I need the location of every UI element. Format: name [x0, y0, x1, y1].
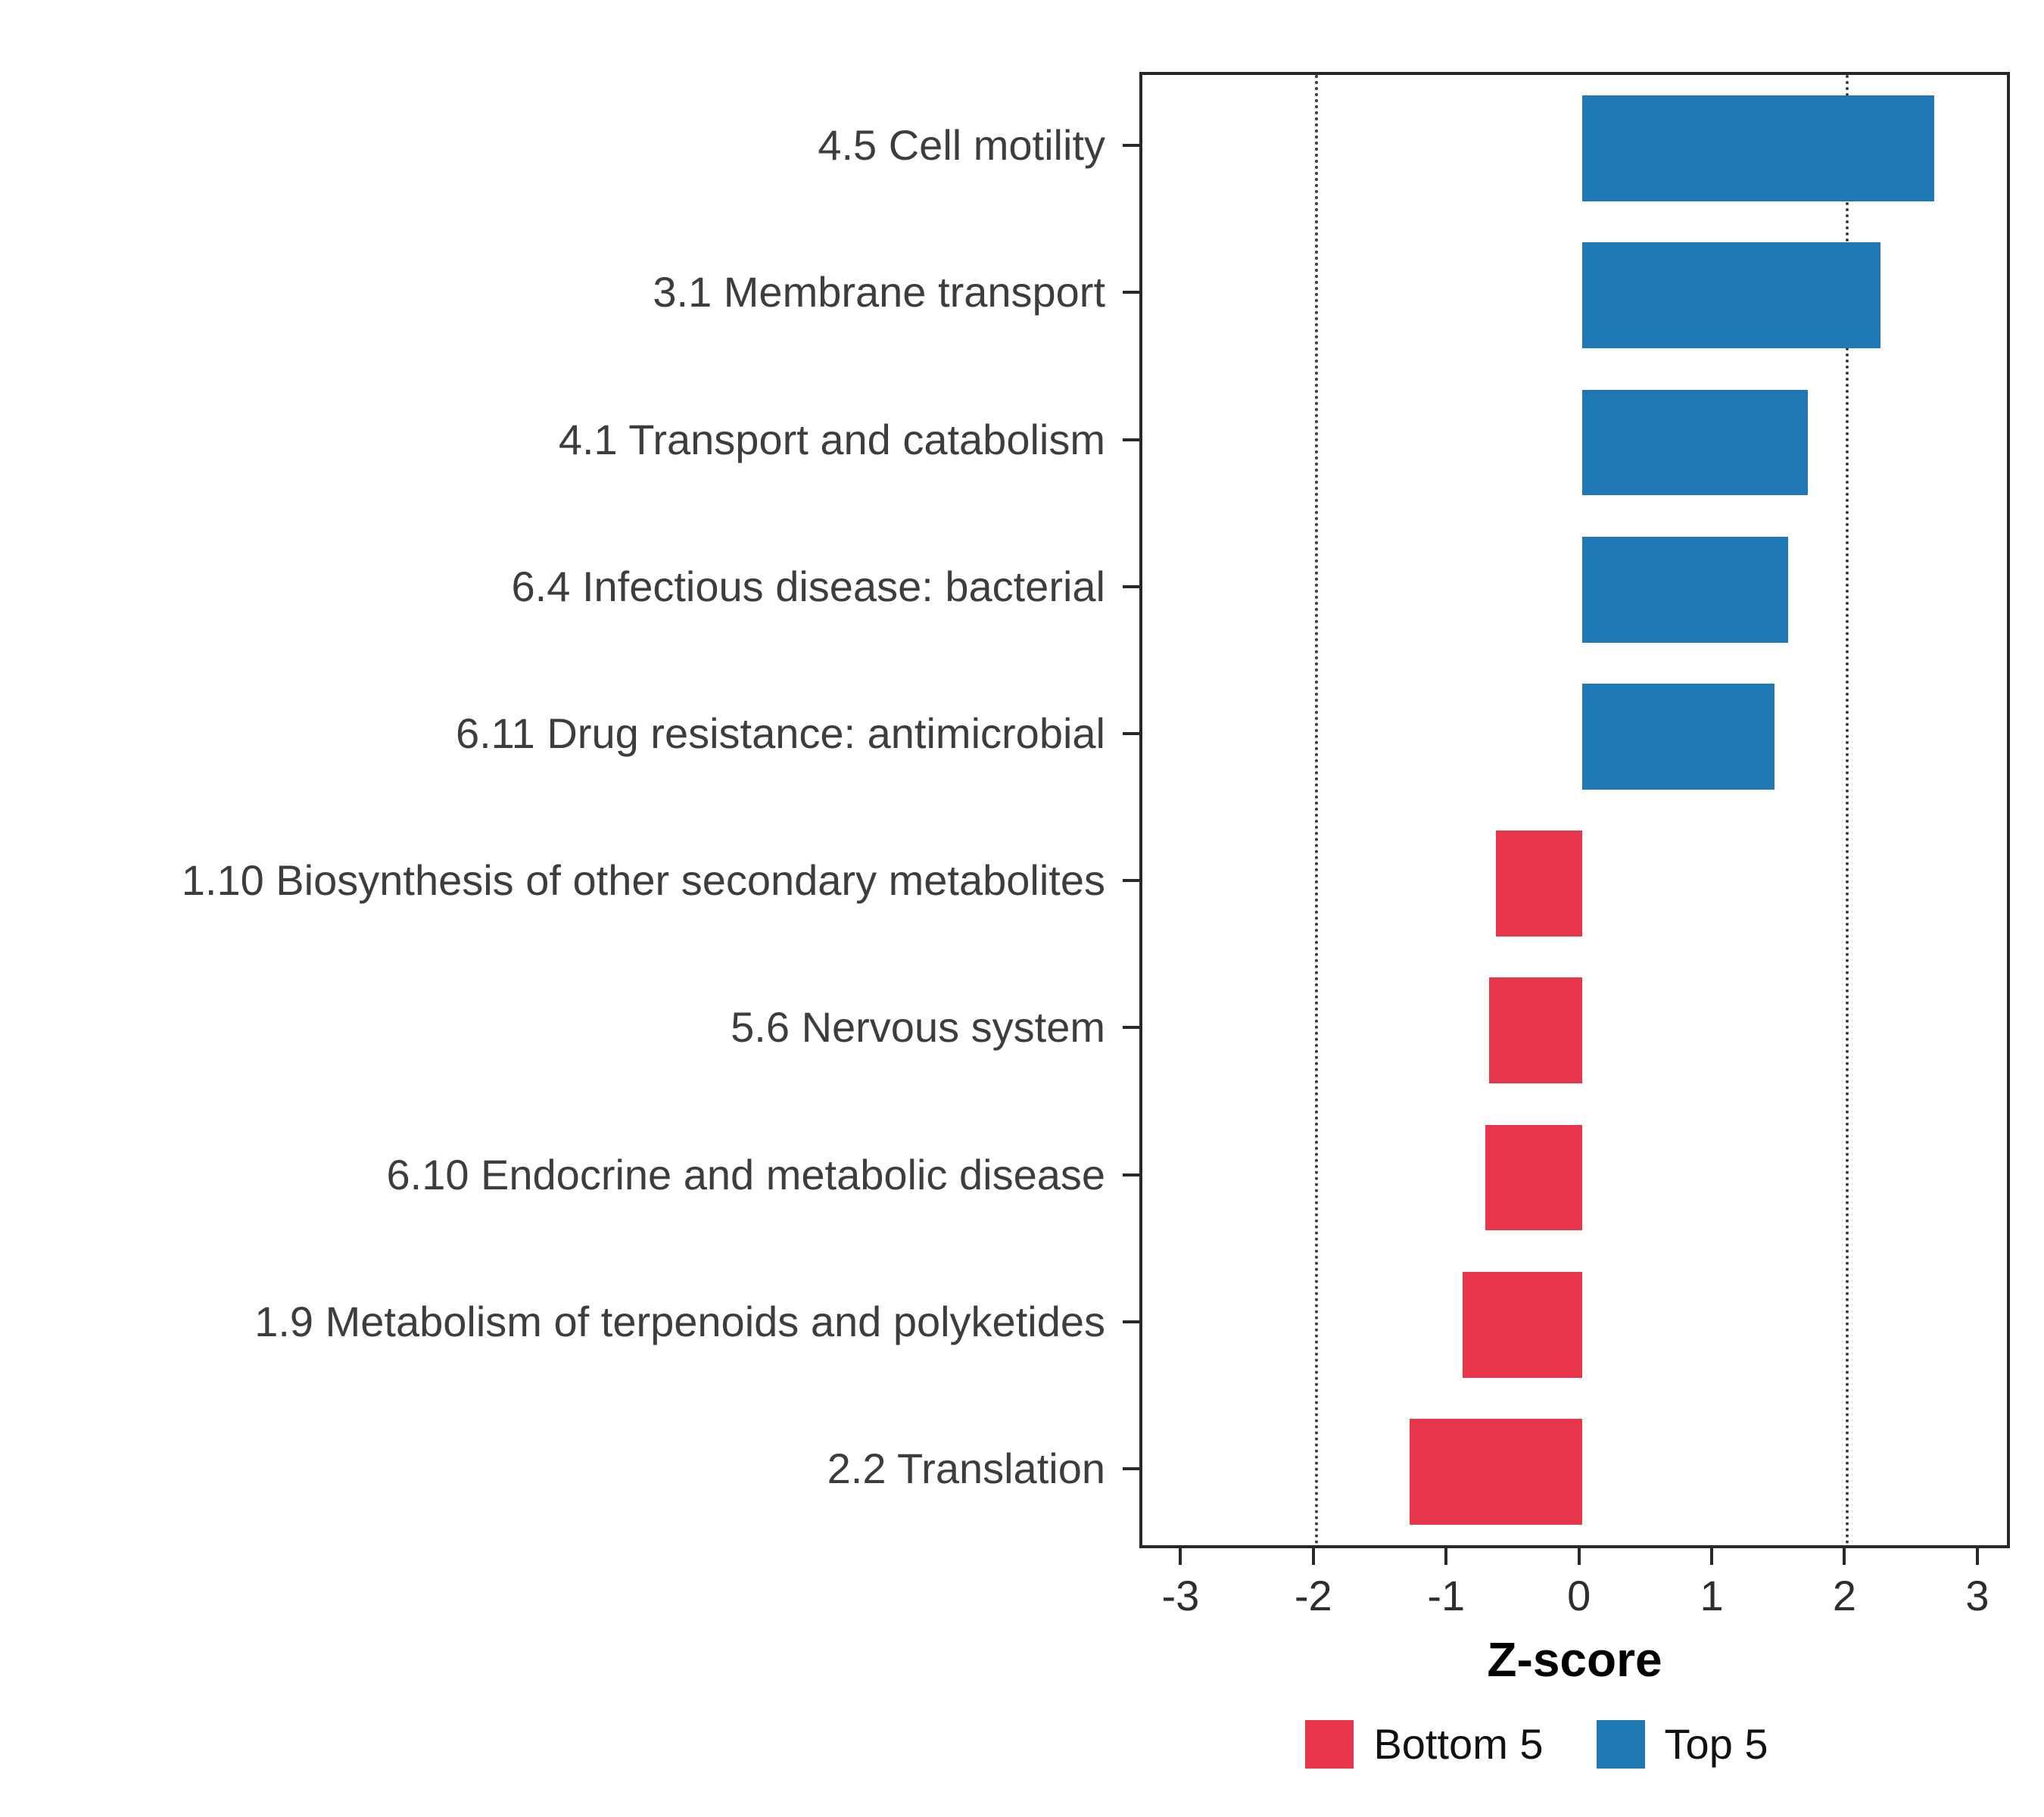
- x-tick-mark: [1311, 1548, 1315, 1565]
- y-tick-mark: [1123, 1026, 1139, 1030]
- y-tick-mark: [1123, 438, 1139, 441]
- y-tick-mark: [1123, 584, 1139, 588]
- legend-swatch-top5-icon: [1596, 1720, 1645, 1769]
- x-axis-label: -3: [1161, 1572, 1200, 1619]
- bar: [1409, 1418, 1582, 1525]
- plot-panel: [1139, 72, 2010, 1548]
- y-axis-label: 1.10 Biosynthesis of other secondary met…: [181, 856, 1105, 905]
- y-axis-label: 1.9 Metabolism of terpenoids and polyket…: [254, 1297, 1105, 1345]
- y-axis-label: 6.4 Infectious disease: bacterial: [511, 562, 1105, 610]
- y-tick-mark: [1123, 731, 1139, 735]
- y-axis-ticks: [1123, 72, 1139, 1548]
- legend-item-bottom5: Bottom 5: [1305, 1720, 1544, 1769]
- legend-label-top5: Top 5: [1664, 1720, 1768, 1768]
- x-tick-mark: [1710, 1548, 1714, 1565]
- bar: [1581, 242, 1881, 349]
- bar: [1581, 683, 1774, 790]
- x-axis-title: Z-score: [1487, 1632, 1662, 1687]
- reference-line: [1314, 75, 1318, 1545]
- y-axis-label: 2.2 Translation: [827, 1444, 1105, 1492]
- x-axis-label: 0: [1567, 1572, 1591, 1619]
- y-axis-label: 6.10 Endocrine and metabolic disease: [386, 1150, 1105, 1198]
- y-axis-label: 5.6 Nervous system: [731, 1003, 1105, 1052]
- y-tick-mark: [1123, 1320, 1139, 1323]
- bar: [1581, 389, 1808, 496]
- y-tick-mark: [1123, 1466, 1139, 1470]
- y-tick-mark: [1123, 879, 1139, 883]
- x-tick-mark: [1179, 1548, 1182, 1565]
- legend-label-bottom5: Bottom 5: [1373, 1720, 1544, 1768]
- x-tick-mark: [1843, 1548, 1846, 1565]
- y-tick-mark: [1123, 1173, 1139, 1177]
- x-axis-labels: -3 -2 -1 0 1 2 3: [1139, 1575, 2010, 1628]
- y-axis-label: 6.11 Drug resistance: antimicrobial: [455, 709, 1105, 757]
- y-axis-label: 3.1 Membrane transport: [653, 268, 1105, 316]
- legend-item-top5: Top 5: [1596, 1720, 1768, 1769]
- y-axis-label: 4.5 Cell motility: [818, 121, 1105, 170]
- bar: [1485, 1124, 1582, 1231]
- x-axis-label: -1: [1427, 1572, 1466, 1619]
- x-tick-mark: [1577, 1548, 1581, 1565]
- y-tick-mark: [1123, 291, 1139, 295]
- x-axis-label: 3: [1965, 1572, 1989, 1619]
- x-tick-mark: [1975, 1548, 1979, 1565]
- bar: [1462, 1271, 1582, 1378]
- y-axis-labels: 4.5 Cell motility 3.1 Membrane transport 4…: [0, 72, 1105, 1548]
- bar: [1581, 95, 1934, 201]
- y-tick-mark: [1123, 144, 1139, 148]
- x-axis-label: 2: [1832, 1572, 1857, 1619]
- bar: [1581, 536, 1788, 643]
- reference-line: [1846, 75, 1849, 1545]
- bar: [1495, 831, 1582, 937]
- legend: Bottom 5 Top 5: [1064, 1720, 2010, 1769]
- bar: [1488, 977, 1582, 1084]
- x-tick-mark: [1444, 1548, 1448, 1565]
- legend-swatch-bottom5-icon: [1305, 1720, 1354, 1769]
- x-axis-ticks: [1139, 1548, 2010, 1565]
- x-axis-label: 1: [1700, 1572, 1724, 1619]
- y-axis-label: 4.1 Transport and catabolism: [558, 415, 1105, 463]
- x-axis-label: -2: [1294, 1572, 1332, 1619]
